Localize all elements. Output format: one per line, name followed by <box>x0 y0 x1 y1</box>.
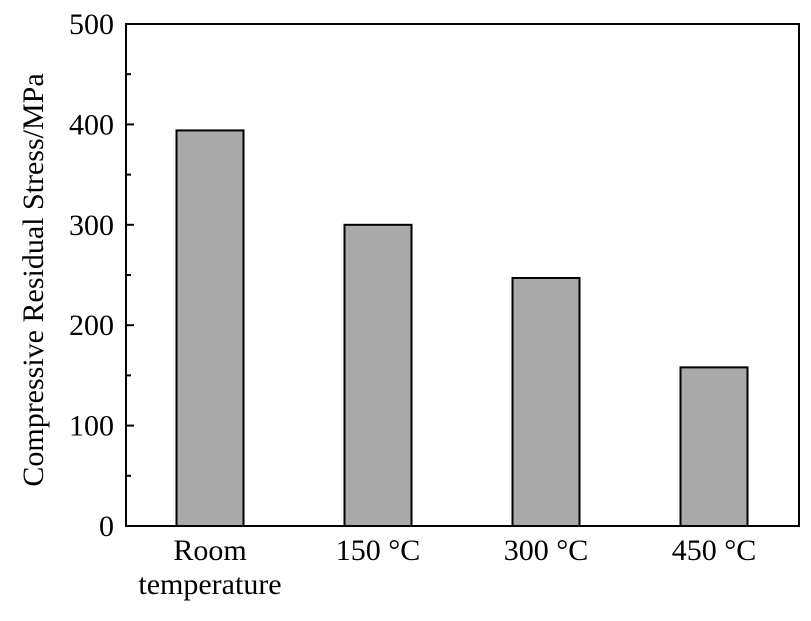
plot-frame <box>125 23 800 527</box>
y-ticks-group: 0 100 200 300 400 500 <box>69 8 134 543</box>
x-category-label: Room temperature <box>138 534 281 601</box>
y-tick-label: 200 <box>69 309 114 342</box>
y-axis-title: Compressive Residual Stress/MPa <box>17 73 50 486</box>
bar-3 <box>679 366 749 528</box>
x-category-label: 300 °C <box>504 534 589 567</box>
y-tick-label: 100 <box>69 410 114 443</box>
y-tick-label: 400 <box>69 108 114 141</box>
x-category-label: 450 °C <box>672 534 757 567</box>
bar-0 <box>175 129 245 527</box>
y-tick-label: 0 <box>99 510 114 543</box>
x-category-label: 150 °C <box>336 534 421 567</box>
y-tick-label: 500 <box>69 8 114 41</box>
bar-2 <box>511 277 581 527</box>
bars-group <box>175 129 749 528</box>
y-tick-label: 300 <box>69 209 114 242</box>
x-labels-group: Room temperature 150 °C 300 °C 450 °C <box>138 534 756 601</box>
bar-1 <box>343 223 413 528</box>
